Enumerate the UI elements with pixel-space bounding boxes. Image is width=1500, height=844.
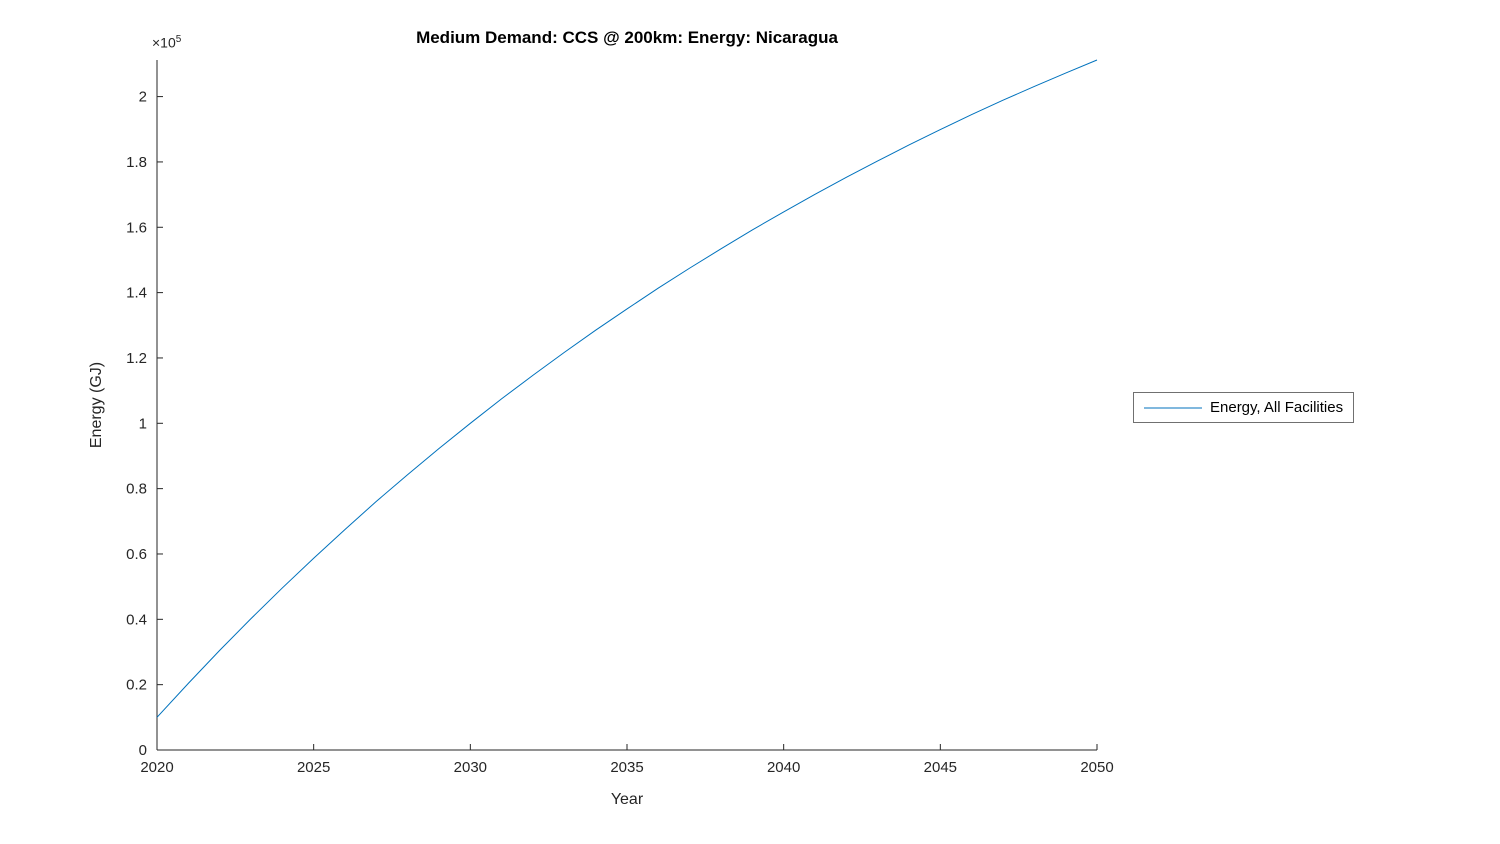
y-tick-label: 2 (139, 89, 147, 106)
x-tick-label: 2040 (767, 759, 800, 776)
series-line (156, 59, 1098, 718)
y-axis-multiplier: ×105 (152, 34, 181, 51)
x-tick-label: 2045 (924, 759, 957, 776)
x-tick-label: 2050 (1080, 759, 1113, 776)
y-tick-label: 1 (139, 415, 147, 432)
x-axis-label: Year (610, 791, 644, 808)
y-tick-label: 1.6 (126, 219, 147, 236)
x-tick-label: 2035 (610, 759, 643, 776)
y-tick-label: 1.4 (126, 285, 147, 302)
x-tick-label: 2025 (297, 759, 330, 776)
y-axis-multiplier-base: ×10 (152, 34, 176, 51)
y-axis-label: Energy (GJ) (88, 361, 105, 449)
y-tick-label: 0 (139, 742, 147, 759)
y-tick-label: 1.2 (126, 350, 147, 367)
x-tick-label: 2030 (454, 759, 487, 776)
y-tick-label: 1.8 (126, 154, 147, 171)
chart-title: Medium Demand: CCS @ 200km: Energy: Nica… (416, 28, 838, 47)
x-tick-label: 2020 (140, 759, 173, 776)
y-axis-multiplier-exponent: 5 (175, 34, 182, 45)
y-tick-label: 0.6 (126, 546, 147, 563)
legend-line-sample-icon (1144, 407, 1202, 408)
y-tick-label: 0.8 (126, 481, 147, 498)
legend-entry-label: Energy, All Facilities (1210, 399, 1344, 416)
y-tick-label: 0.4 (126, 611, 147, 628)
y-tick-label: 0.2 (126, 677, 147, 694)
legend: Energy, All Facilities (1133, 392, 1355, 423)
